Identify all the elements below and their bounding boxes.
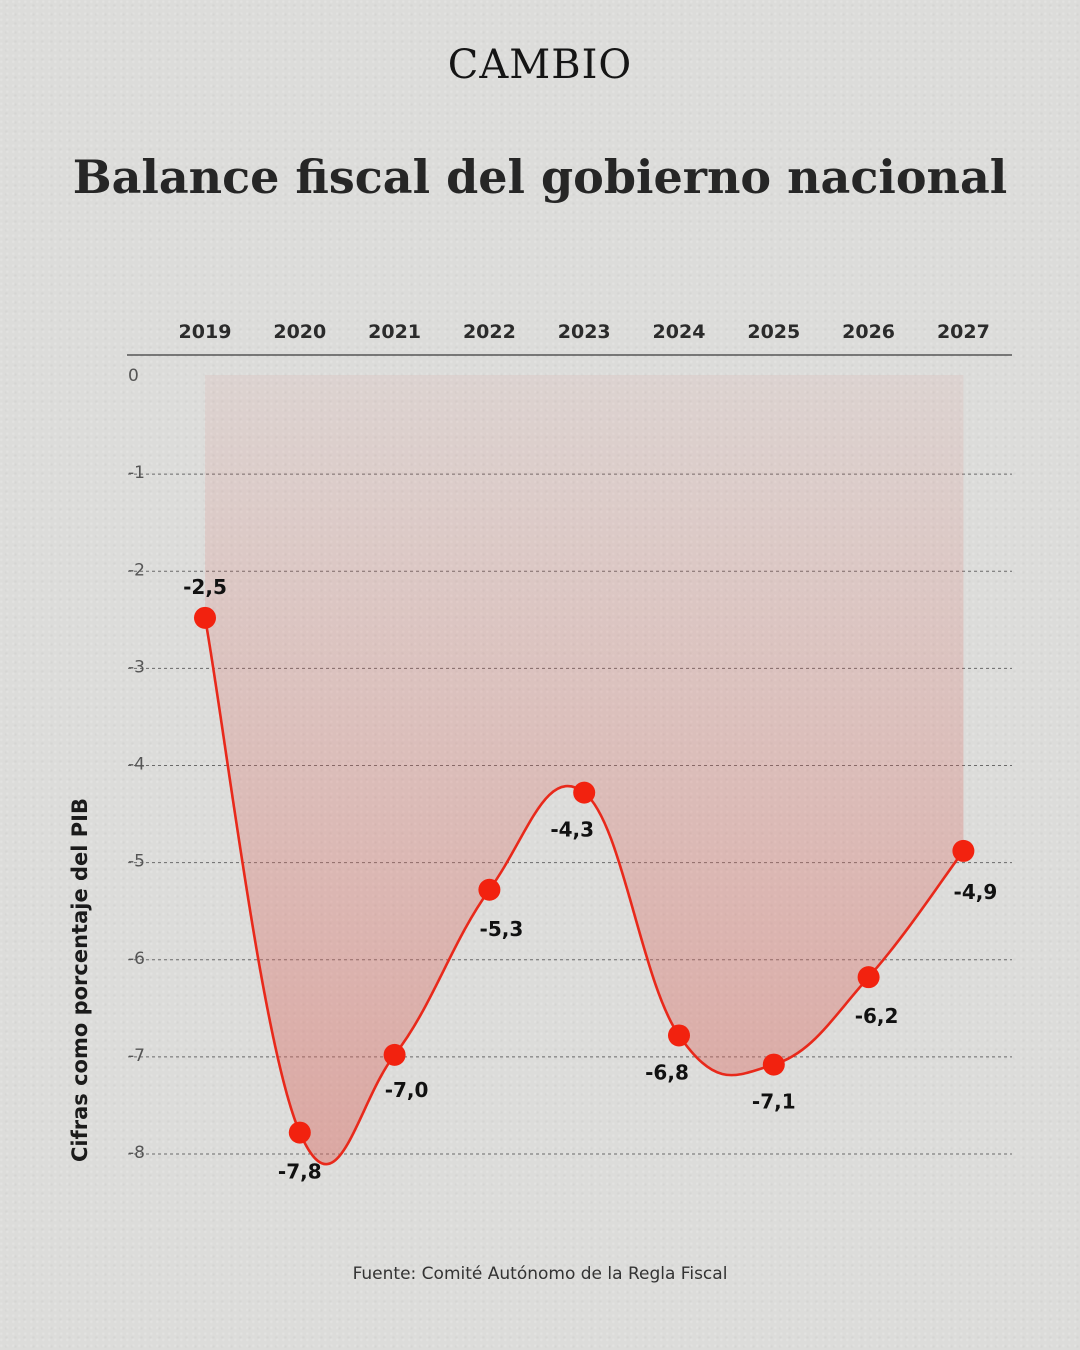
x-tick-label: 2023 — [558, 321, 611, 343]
data-label: -5,3 — [480, 917, 524, 941]
data-point — [857, 966, 880, 989]
y-tick-label: -6 — [128, 949, 145, 969]
data-point — [383, 1043, 406, 1066]
y-tick-label: -2 — [128, 560, 145, 580]
series-line — [203, 617, 965, 1166]
y-tick-label: -5 — [128, 852, 145, 872]
series-line-layer — [203, 617, 965, 1166]
data-point — [288, 1121, 311, 1144]
area-layer — [205, 375, 964, 1165]
y-tick-label: -3 — [128, 657, 145, 677]
x-tick-label: 2026 — [842, 321, 895, 343]
y-tick-label: -8 — [128, 1143, 145, 1163]
data-label: -4,9 — [954, 880, 998, 904]
area-fill — [205, 375, 964, 1165]
data-label: -2,5 — [183, 575, 227, 599]
source-note: Fuente: Comité Autónomo de la Regla Fisc… — [352, 1264, 728, 1284]
data-point — [762, 1053, 785, 1076]
data-label: -7,1 — [752, 1090, 796, 1114]
data-labels: -2,5 -7,8 -7,0 -5,3 -4,3 -6,8 -7,1 -6,2 -4,9 — [183, 575, 997, 1184]
data-label: -6,8 — [645, 1060, 689, 1084]
data-label: -4,3 — [550, 818, 594, 842]
y-tick-label: -1 — [128, 463, 145, 483]
y-tick-label: -7 — [128, 1046, 145, 1066]
data-label: -7,0 — [385, 1078, 429, 1102]
data-point — [573, 781, 596, 804]
data-point — [668, 1024, 690, 1047]
x-tick-label: 2022 — [463, 321, 516, 343]
data-point — [478, 878, 501, 901]
x-tick-label: 2020 — [273, 321, 326, 343]
data-point — [952, 839, 975, 862]
y-tick-label: -4 — [128, 755, 145, 775]
brand-logo: CAMBIO — [447, 42, 633, 88]
x-tick-label: 2024 — [653, 321, 706, 343]
chart-title: Balance fiscal del gobierno nacional — [72, 150, 1008, 204]
x-axis: 2019 2020 2021 2022 2023 2024 2025 2026 2027 — [127, 321, 1012, 356]
data-label: -6,2 — [855, 1004, 899, 1028]
y-axis-label: Cifras como porcentaje del PIB — [68, 798, 92, 1162]
x-tick-label: 2025 — [747, 321, 800, 343]
x-tick-label: 2021 — [368, 321, 421, 343]
x-tick-label: 2019 — [179, 321, 232, 343]
data-points — [194, 606, 975, 1144]
x-tick-label: 2027 — [937, 321, 990, 343]
y-tick-label: 0 — [128, 366, 139, 386]
data-label: -7,8 — [278, 1160, 322, 1184]
data-point — [194, 606, 216, 629]
y-axis: 0 -1 -2 -3 -4 -5 -6 -7 -8 — [128, 366, 145, 1163]
